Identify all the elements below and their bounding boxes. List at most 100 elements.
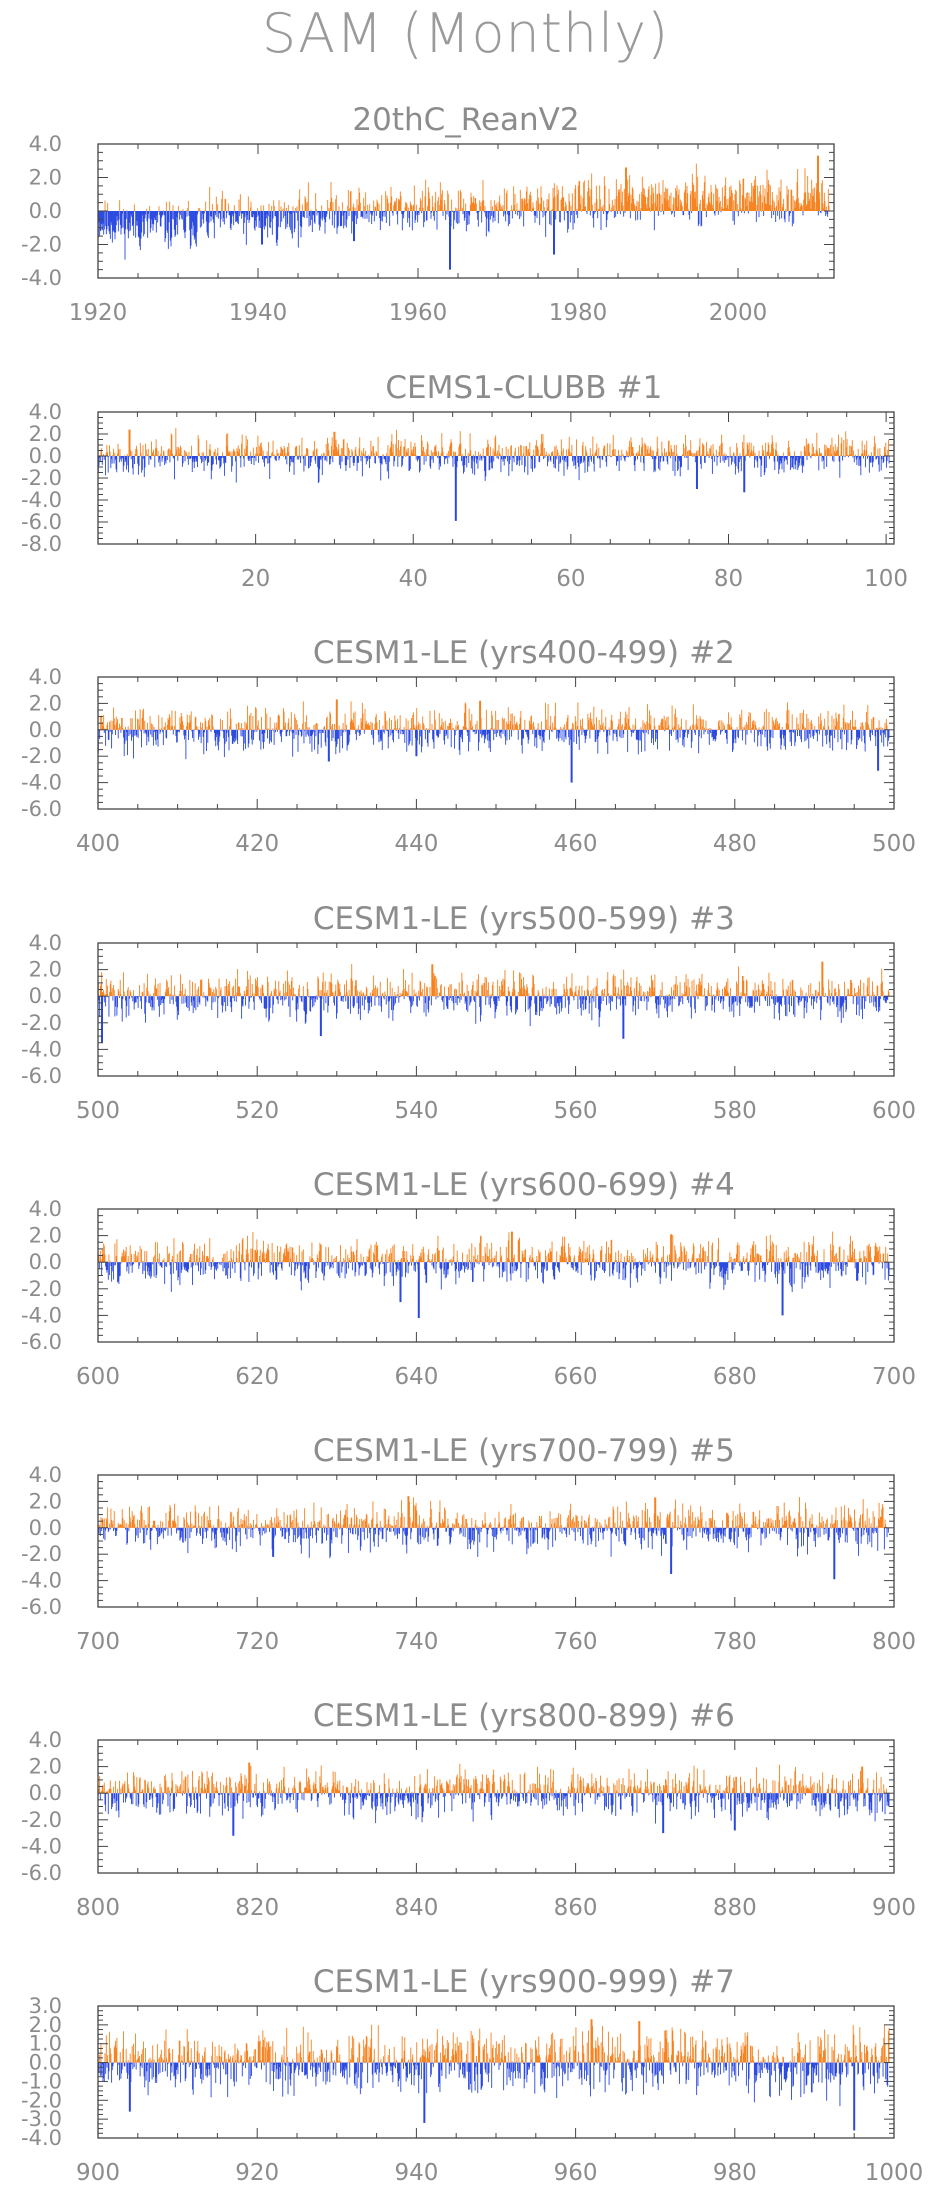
bar-mark [139, 456, 140, 466]
bar-mark [620, 996, 621, 1005]
bar-mark [212, 992, 213, 996]
bar-mark [609, 727, 610, 729]
bar-mark [611, 995, 612, 996]
bar-mark [876, 728, 877, 730]
bar-mark [270, 996, 271, 1008]
bar-mark [674, 996, 675, 999]
bar-mark [690, 726, 691, 730]
bar-mark [169, 202, 170, 211]
bar-mark [755, 983, 756, 997]
bar-mark [675, 456, 676, 461]
bar-mark [669, 994, 670, 996]
bar-mark [436, 996, 437, 999]
bar-mark [315, 730, 316, 736]
bar-mark [488, 982, 489, 996]
bar-mark [645, 724, 646, 729]
bar-mark [314, 730, 315, 750]
bar-mark [120, 726, 121, 730]
bar-mark [613, 205, 614, 211]
bar-mark [882, 728, 883, 730]
bar-mark [558, 456, 559, 472]
bar-mark [746, 722, 747, 730]
bar-mark [450, 996, 451, 998]
bar-mark [338, 211, 339, 226]
bar-mark [288, 719, 289, 730]
bar-mark [110, 730, 111, 732]
bar-mark [424, 996, 425, 1012]
x-tick-label: 80 [714, 566, 743, 592]
bar-mark [687, 996, 688, 1000]
bar-mark [114, 725, 115, 730]
bar-mark [339, 730, 340, 753]
bar-mark [740, 996, 741, 1004]
bar-mark [340, 992, 341, 996]
bar-mark [371, 730, 372, 735]
bar-mark [668, 995, 669, 997]
bar-mark [269, 730, 270, 744]
bar-mark [248, 196, 249, 211]
bar-mark [466, 211, 467, 231]
bar-mark [833, 456, 834, 462]
bar-mark [148, 449, 149, 456]
bar-mark [443, 452, 444, 456]
bar-mark [401, 196, 402, 211]
bar-mark [462, 454, 463, 456]
bar-mark [217, 996, 218, 1018]
bar-mark [152, 996, 153, 1007]
bar-mark [349, 456, 350, 468]
bar-mark [498, 720, 499, 730]
bar-mark [342, 730, 343, 748]
bar-mark [209, 187, 210, 211]
bar-mark [548, 996, 549, 1000]
bar-mark [491, 211, 492, 216]
chart-title: CESM1-LE (yrs400-499) [313, 635, 679, 671]
bar-mark [327, 200, 328, 211]
bar-mark [303, 701, 304, 729]
bar-mark [407, 993, 408, 997]
bar-mark [595, 203, 596, 211]
bar-mark [357, 996, 358, 1003]
bar-mark [289, 985, 290, 997]
bar-mark [517, 203, 518, 211]
bar-mark [411, 718, 412, 730]
bar-mark [286, 996, 287, 999]
bar-mark [149, 206, 150, 211]
bar-mark [258, 456, 259, 463]
bar-mark [779, 187, 780, 211]
bar-mark [639, 194, 640, 211]
bar-mark [374, 453, 375, 456]
bar-mark [552, 451, 553, 456]
bar-mark [141, 730, 142, 747]
bar-mark [594, 724, 595, 730]
bar-mark [514, 990, 515, 996]
bar-mark [647, 991, 648, 996]
bar-mark [443, 722, 444, 730]
bar-mark [554, 989, 555, 997]
bar-mark [661, 456, 662, 458]
bar-mark [481, 202, 482, 211]
bar-mark [544, 730, 545, 732]
bar-mark [709, 456, 710, 458]
bar-mark [343, 723, 344, 730]
bar-mark [752, 996, 753, 1006]
bar-mark [883, 456, 884, 462]
bar-mark [821, 996, 822, 1010]
bar-mark [474, 456, 475, 475]
bar-mark [381, 996, 382, 1012]
bar-mark [376, 722, 377, 730]
bar-mark [608, 730, 609, 731]
bar-mark [587, 730, 588, 731]
bar-mark [403, 456, 404, 459]
bar-mark [296, 730, 297, 735]
bar-mark [394, 456, 395, 461]
bar-mark [445, 995, 446, 996]
bar-mark [291, 456, 292, 462]
bar-mark [261, 996, 262, 1003]
bar-mark [254, 996, 255, 1010]
bar-mark [666, 717, 667, 730]
bar-mark [640, 996, 641, 1001]
bar-mark [490, 211, 491, 220]
bar-mark [430, 711, 431, 730]
bar-mark [806, 730, 807, 741]
bar-mark [880, 996, 881, 999]
